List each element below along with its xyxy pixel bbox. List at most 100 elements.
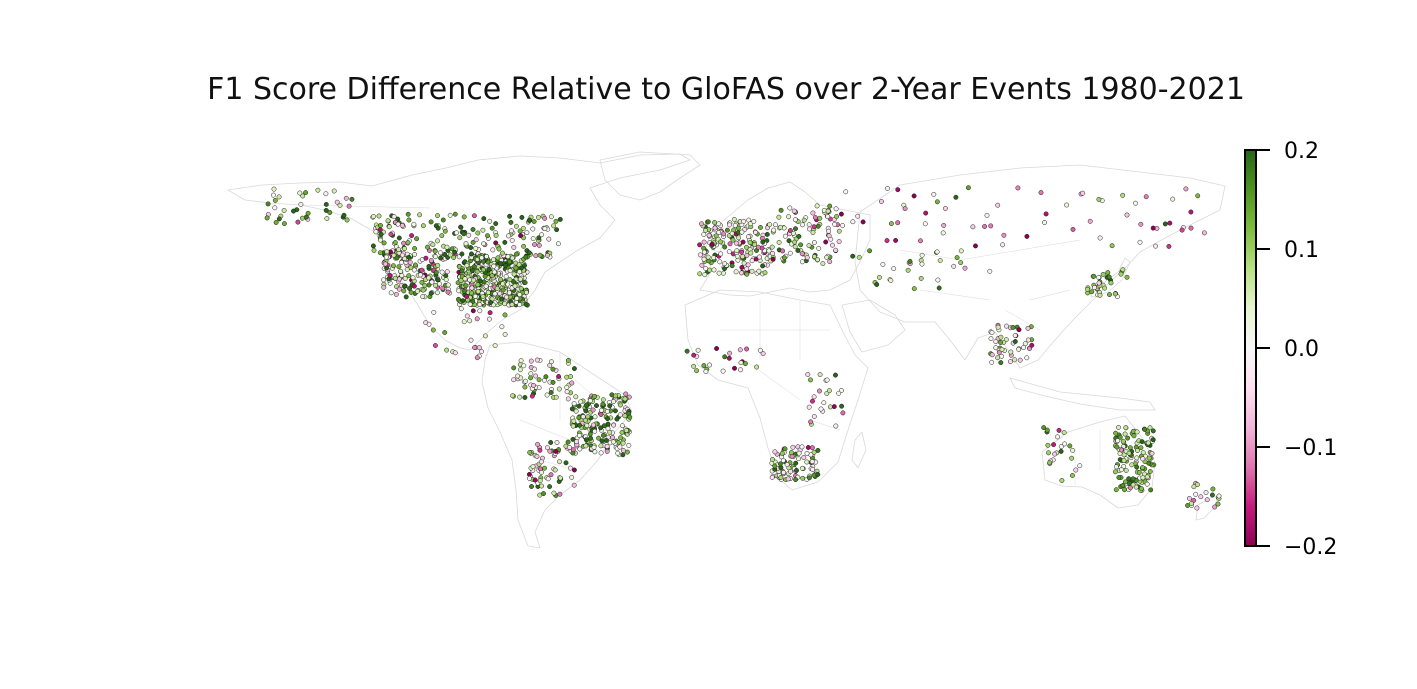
station-marker bbox=[742, 361, 748, 367]
station-marker bbox=[611, 422, 617, 428]
station-marker bbox=[839, 403, 845, 409]
station-marker bbox=[549, 359, 554, 365]
station-marker bbox=[479, 255, 485, 261]
station-marker bbox=[727, 350, 733, 356]
station-marker bbox=[447, 212, 453, 218]
station-marker bbox=[553, 448, 559, 454]
station-marker bbox=[569, 406, 575, 412]
station-marker bbox=[993, 345, 999, 351]
station-marker bbox=[481, 216, 487, 222]
station-marker bbox=[1145, 440, 1151, 446]
station-marker bbox=[1125, 435, 1131, 441]
station-marker bbox=[716, 221, 722, 227]
station-marker bbox=[544, 392, 550, 398]
station-marker bbox=[1133, 484, 1139, 490]
station-marker bbox=[592, 449, 598, 455]
station-marker bbox=[1136, 470, 1142, 475]
station-marker bbox=[407, 259, 413, 265]
station-marker bbox=[721, 231, 726, 237]
station-marker bbox=[438, 250, 443, 256]
station-marker bbox=[1000, 242, 1006, 248]
station-marker bbox=[810, 210, 816, 216]
station-marker bbox=[539, 232, 545, 238]
station-marker bbox=[371, 213, 376, 219]
station-marker bbox=[583, 443, 589, 449]
station-marker bbox=[281, 221, 287, 227]
station-marker bbox=[1029, 342, 1035, 348]
station-marker bbox=[385, 218, 391, 224]
station-marker bbox=[532, 242, 538, 247]
station-marker bbox=[1016, 346, 1022, 352]
station-marker bbox=[444, 269, 450, 275]
station-marker bbox=[772, 449, 778, 455]
station-marker bbox=[512, 283, 518, 289]
station-marker bbox=[757, 254, 762, 260]
station-marker bbox=[786, 214, 792, 220]
station-marker bbox=[517, 302, 523, 308]
station-marker bbox=[297, 190, 303, 196]
station-marker bbox=[954, 255, 960, 261]
station-marker bbox=[391, 214, 397, 220]
station-marker bbox=[821, 400, 827, 406]
station-marker bbox=[544, 445, 550, 451]
station-marker bbox=[343, 195, 349, 201]
station-marker bbox=[539, 483, 545, 489]
station-marker bbox=[1115, 438, 1121, 444]
station-marker bbox=[276, 194, 282, 200]
station-marker bbox=[827, 259, 833, 265]
station-marker bbox=[825, 214, 831, 220]
station-marker bbox=[371, 247, 377, 253]
station-marker bbox=[553, 394, 559, 400]
station-marker bbox=[500, 287, 506, 293]
station-marker bbox=[591, 444, 597, 450]
station-marker bbox=[1061, 430, 1067, 436]
station-marker bbox=[776, 214, 782, 220]
station-marker bbox=[741, 260, 747, 266]
station-marker bbox=[718, 239, 723, 245]
station-marker bbox=[1150, 437, 1156, 443]
station-marker bbox=[346, 203, 352, 209]
station-marker bbox=[550, 379, 556, 385]
station-marker bbox=[988, 336, 994, 342]
station-marker bbox=[1004, 323, 1009, 329]
station-marker bbox=[757, 347, 763, 353]
station-marker bbox=[1087, 218, 1093, 224]
station-marker bbox=[893, 237, 899, 243]
station-marker bbox=[709, 241, 715, 247]
station-marker bbox=[327, 210, 333, 215]
station-marker bbox=[911, 286, 917, 292]
station-marker bbox=[1120, 267, 1126, 273]
station-marker bbox=[805, 445, 811, 450]
station-marker bbox=[444, 244, 450, 250]
station-marker bbox=[511, 365, 517, 371]
station-marker bbox=[970, 224, 976, 230]
station-marker bbox=[403, 294, 409, 300]
station-marker bbox=[1134, 429, 1140, 435]
station-marker bbox=[458, 278, 464, 283]
station-marker bbox=[731, 216, 737, 222]
station-marker bbox=[384, 249, 390, 255]
station-marker bbox=[491, 263, 497, 269]
station-marker bbox=[1001, 232, 1007, 238]
station-marker bbox=[442, 330, 448, 335]
station-marker bbox=[987, 268, 993, 274]
station-marker bbox=[627, 414, 633, 420]
station-marker bbox=[753, 229, 758, 235]
station-marker bbox=[1096, 280, 1102, 286]
station-marker bbox=[712, 225, 718, 231]
station-marker bbox=[1124, 212, 1130, 218]
station-marker bbox=[711, 255, 717, 261]
station-marker bbox=[1139, 486, 1144, 492]
station-marker bbox=[425, 244, 430, 250]
station-marker bbox=[726, 355, 732, 361]
station-marker bbox=[1120, 438, 1126, 444]
station-marker bbox=[1116, 424, 1121, 430]
station-marker bbox=[794, 467, 799, 473]
station-marker bbox=[790, 230, 796, 236]
colorbar-gradient bbox=[1244, 149, 1257, 547]
station-marker bbox=[480, 227, 486, 233]
station-marker bbox=[788, 469, 793, 474]
station-marker bbox=[907, 258, 913, 264]
station-marker bbox=[533, 253, 539, 259]
station-marker bbox=[1015, 185, 1021, 191]
